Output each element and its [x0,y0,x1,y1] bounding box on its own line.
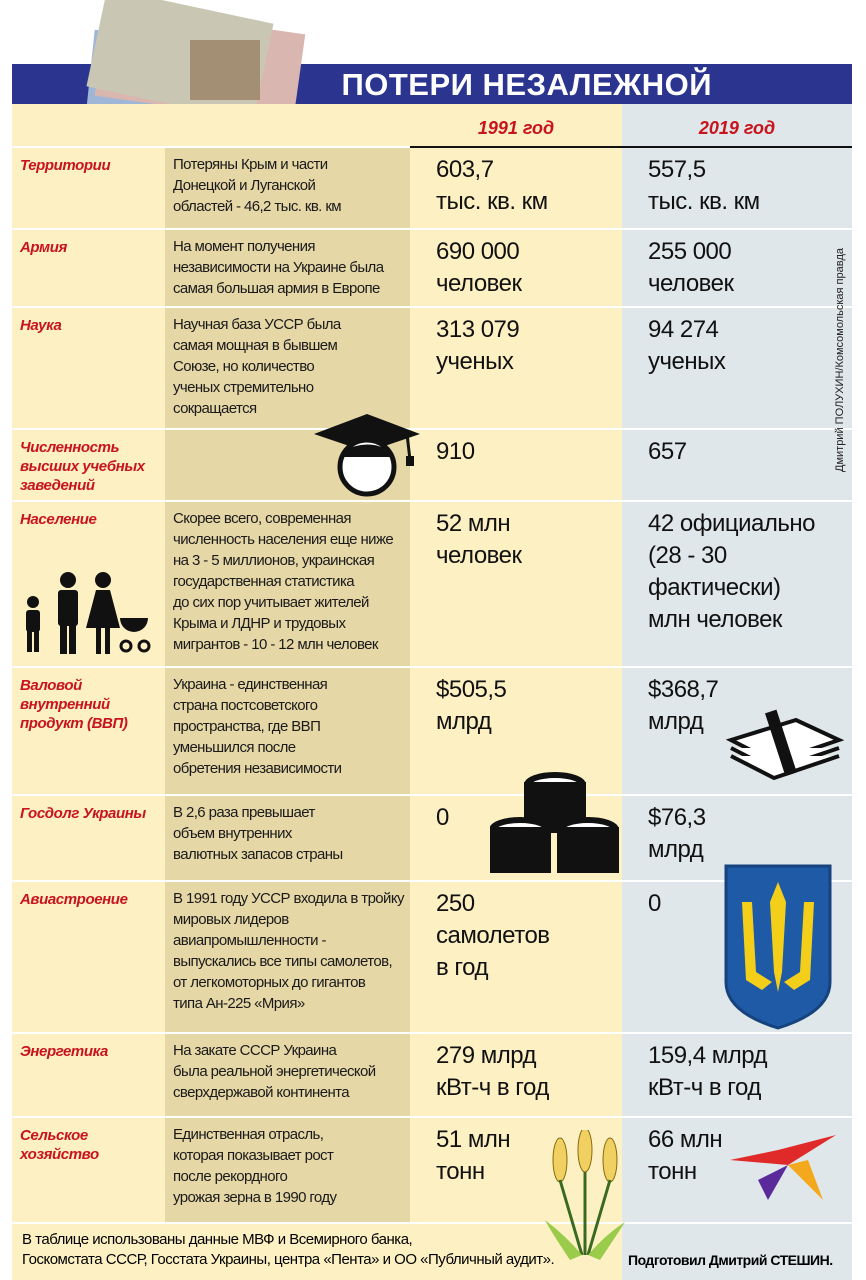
row-description: Единственная отрасль, которая показывает… [173,1126,337,1206]
table-row: Энергетика На закате СССР Украина была р… [12,1034,852,1116]
row-label: Численность высших учебных заведений [20,439,145,494]
row-description: На момент получения независимости на Укр… [173,238,384,297]
row-label: Население [20,511,97,528]
value-1991: 250 самолетов в год [436,890,550,981]
author-credit: Подготовил Дмитрий СТЕШИН. [628,1252,833,1268]
table-row: Сельское хозяйство Единственная отрасль,… [12,1118,852,1222]
row-label: Территории [20,157,111,174]
sources-note: В таблице использованы данные МВФ и Всем… [22,1231,555,1268]
value-2019: $76,3 млрд [648,804,706,863]
row-label: Энергетика [20,1043,108,1060]
family-icon [26,572,151,654]
banknotes-image [86,0,306,131]
table-row: Численность высших учебных заведений 910… [12,430,852,500]
row-label: Сельское хозяйство [20,1127,99,1163]
table-row: Территории Потеряны Крым и части Донецко… [12,148,852,228]
value-1991: $505,5 млрд [436,676,507,735]
value-1991: 51 млн тонн [436,1126,511,1185]
row-label: Авиастроение [20,891,128,908]
cash-stack-icon [726,709,844,781]
photo-credit: Дмитрий ПОЛУХИН/Комсомольская правда [834,248,846,472]
wheat-icon [545,1130,625,1260]
value-2019: 66 млн тонн [648,1126,723,1185]
value-2019: 657 [648,438,687,465]
table-row: Наука Научная база УССР была самая мощна… [12,308,852,428]
row-description: Украина - единственная страна постсоветс… [173,676,342,777]
value-1991: 0 [436,804,449,831]
value-2019: 94 274 ученых [648,316,726,375]
table-row: Армия На момент получения независимости … [12,230,852,306]
value-2019: 159,4 млрд кВт-ч в год [648,1042,768,1101]
table-row: Население Скорее всего, современная числ… [12,502,852,666]
value-2019: 0 [648,890,661,917]
graduate-cap-icon [314,414,420,497]
row-label: Наука [20,317,62,334]
value-1991: 910 [436,438,475,465]
value-1991: 603,7 тыс. кв. км [436,156,548,215]
value-1991: 279 млрд кВт-ч в год [436,1042,549,1101]
row-label: Валовой внутренний продукт (ВВП) [20,677,128,732]
header-1991: 1991 год [410,104,622,146]
coins-icon [490,772,619,873]
footer: В таблице использованы данные МВФ и Всем… [12,1224,852,1280]
value-2019: 557,5 тыс. кв. км [648,156,760,215]
ukraine-coat-of-arms-icon [724,864,832,1030]
row-description: Научная база УССР была самая мощная в бы… [173,316,341,417]
row-description: В 1991 году УССР входила в тройку мировы… [173,890,404,1012]
row-label: Госдолг Украины [20,805,146,822]
row-label: Армия [20,239,67,256]
swallow-logo-icon [730,1135,836,1200]
value-2019: 255 000 человек [648,238,734,297]
row-description: Скорее всего, современная численность на… [173,510,394,653]
row-description: Потеряны Крым и части Донецкой и Луганск… [173,156,342,215]
value-1991: 52 млн человек [436,510,522,569]
header-row: 1991 год 2019 год [12,104,852,146]
row-description: В 2,6 раза превышает объем внутренних ва… [173,804,343,863]
row-description: На закате СССР Украина была реальной эне… [173,1042,376,1101]
value-2019: 42 официально (28 - 30 фактически) млн ч… [648,510,815,633]
value-1991: 690 000 человек [436,238,522,297]
value-2019: $368,7 млрд [648,676,719,735]
value-1991: 313 079 ученых [436,316,520,375]
header-2019: 2019 год [622,104,852,146]
